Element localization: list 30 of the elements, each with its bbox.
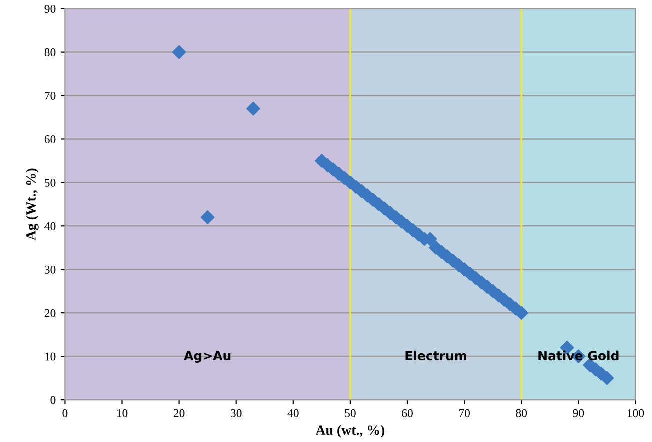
point	[200, 210, 215, 224]
band-label: Ag>Au	[184, 351, 231, 364]
y-tick-label: 60	[44, 135, 56, 144]
y-tick-label: 30	[44, 266, 56, 274]
point	[514, 306, 529, 320]
x-tick-label: 80	[516, 409, 528, 418]
y-tick-label: 90	[44, 5, 56, 14]
y-tick-label: 70	[45, 92, 56, 100]
y-tick-label: 0	[50, 396, 56, 404]
x-tick-label: 0	[62, 409, 68, 418]
point	[600, 371, 614, 386]
x-tick-label: 20	[174, 409, 185, 418]
y-tick-label: 40	[44, 222, 56, 230]
y-tick-label: 80	[44, 48, 56, 57]
x-tick-label: 40	[288, 409, 299, 418]
x-tick-label: 100	[628, 409, 644, 418]
y-tick-label: 20	[44, 309, 56, 318]
point	[246, 102, 260, 116]
x-tick-label: 70	[459, 409, 470, 418]
x-tick-label: 50	[345, 409, 356, 418]
y-tick-label: 10	[45, 352, 56, 361]
y-tick-label: 50	[45, 178, 56, 187]
x-tick-label: 30	[231, 409, 242, 418]
band-label: Electrum	[406, 350, 466, 361]
point	[172, 45, 186, 60]
x-tick-label: 90	[573, 409, 584, 418]
y-axis-title: Ag (Wt., %)	[26, 168, 39, 241]
x-tick-label: 10	[117, 409, 128, 418]
x-tick-label: 60	[402, 409, 413, 418]
x-axis-title: Au (wt., %)	[316, 425, 385, 438]
